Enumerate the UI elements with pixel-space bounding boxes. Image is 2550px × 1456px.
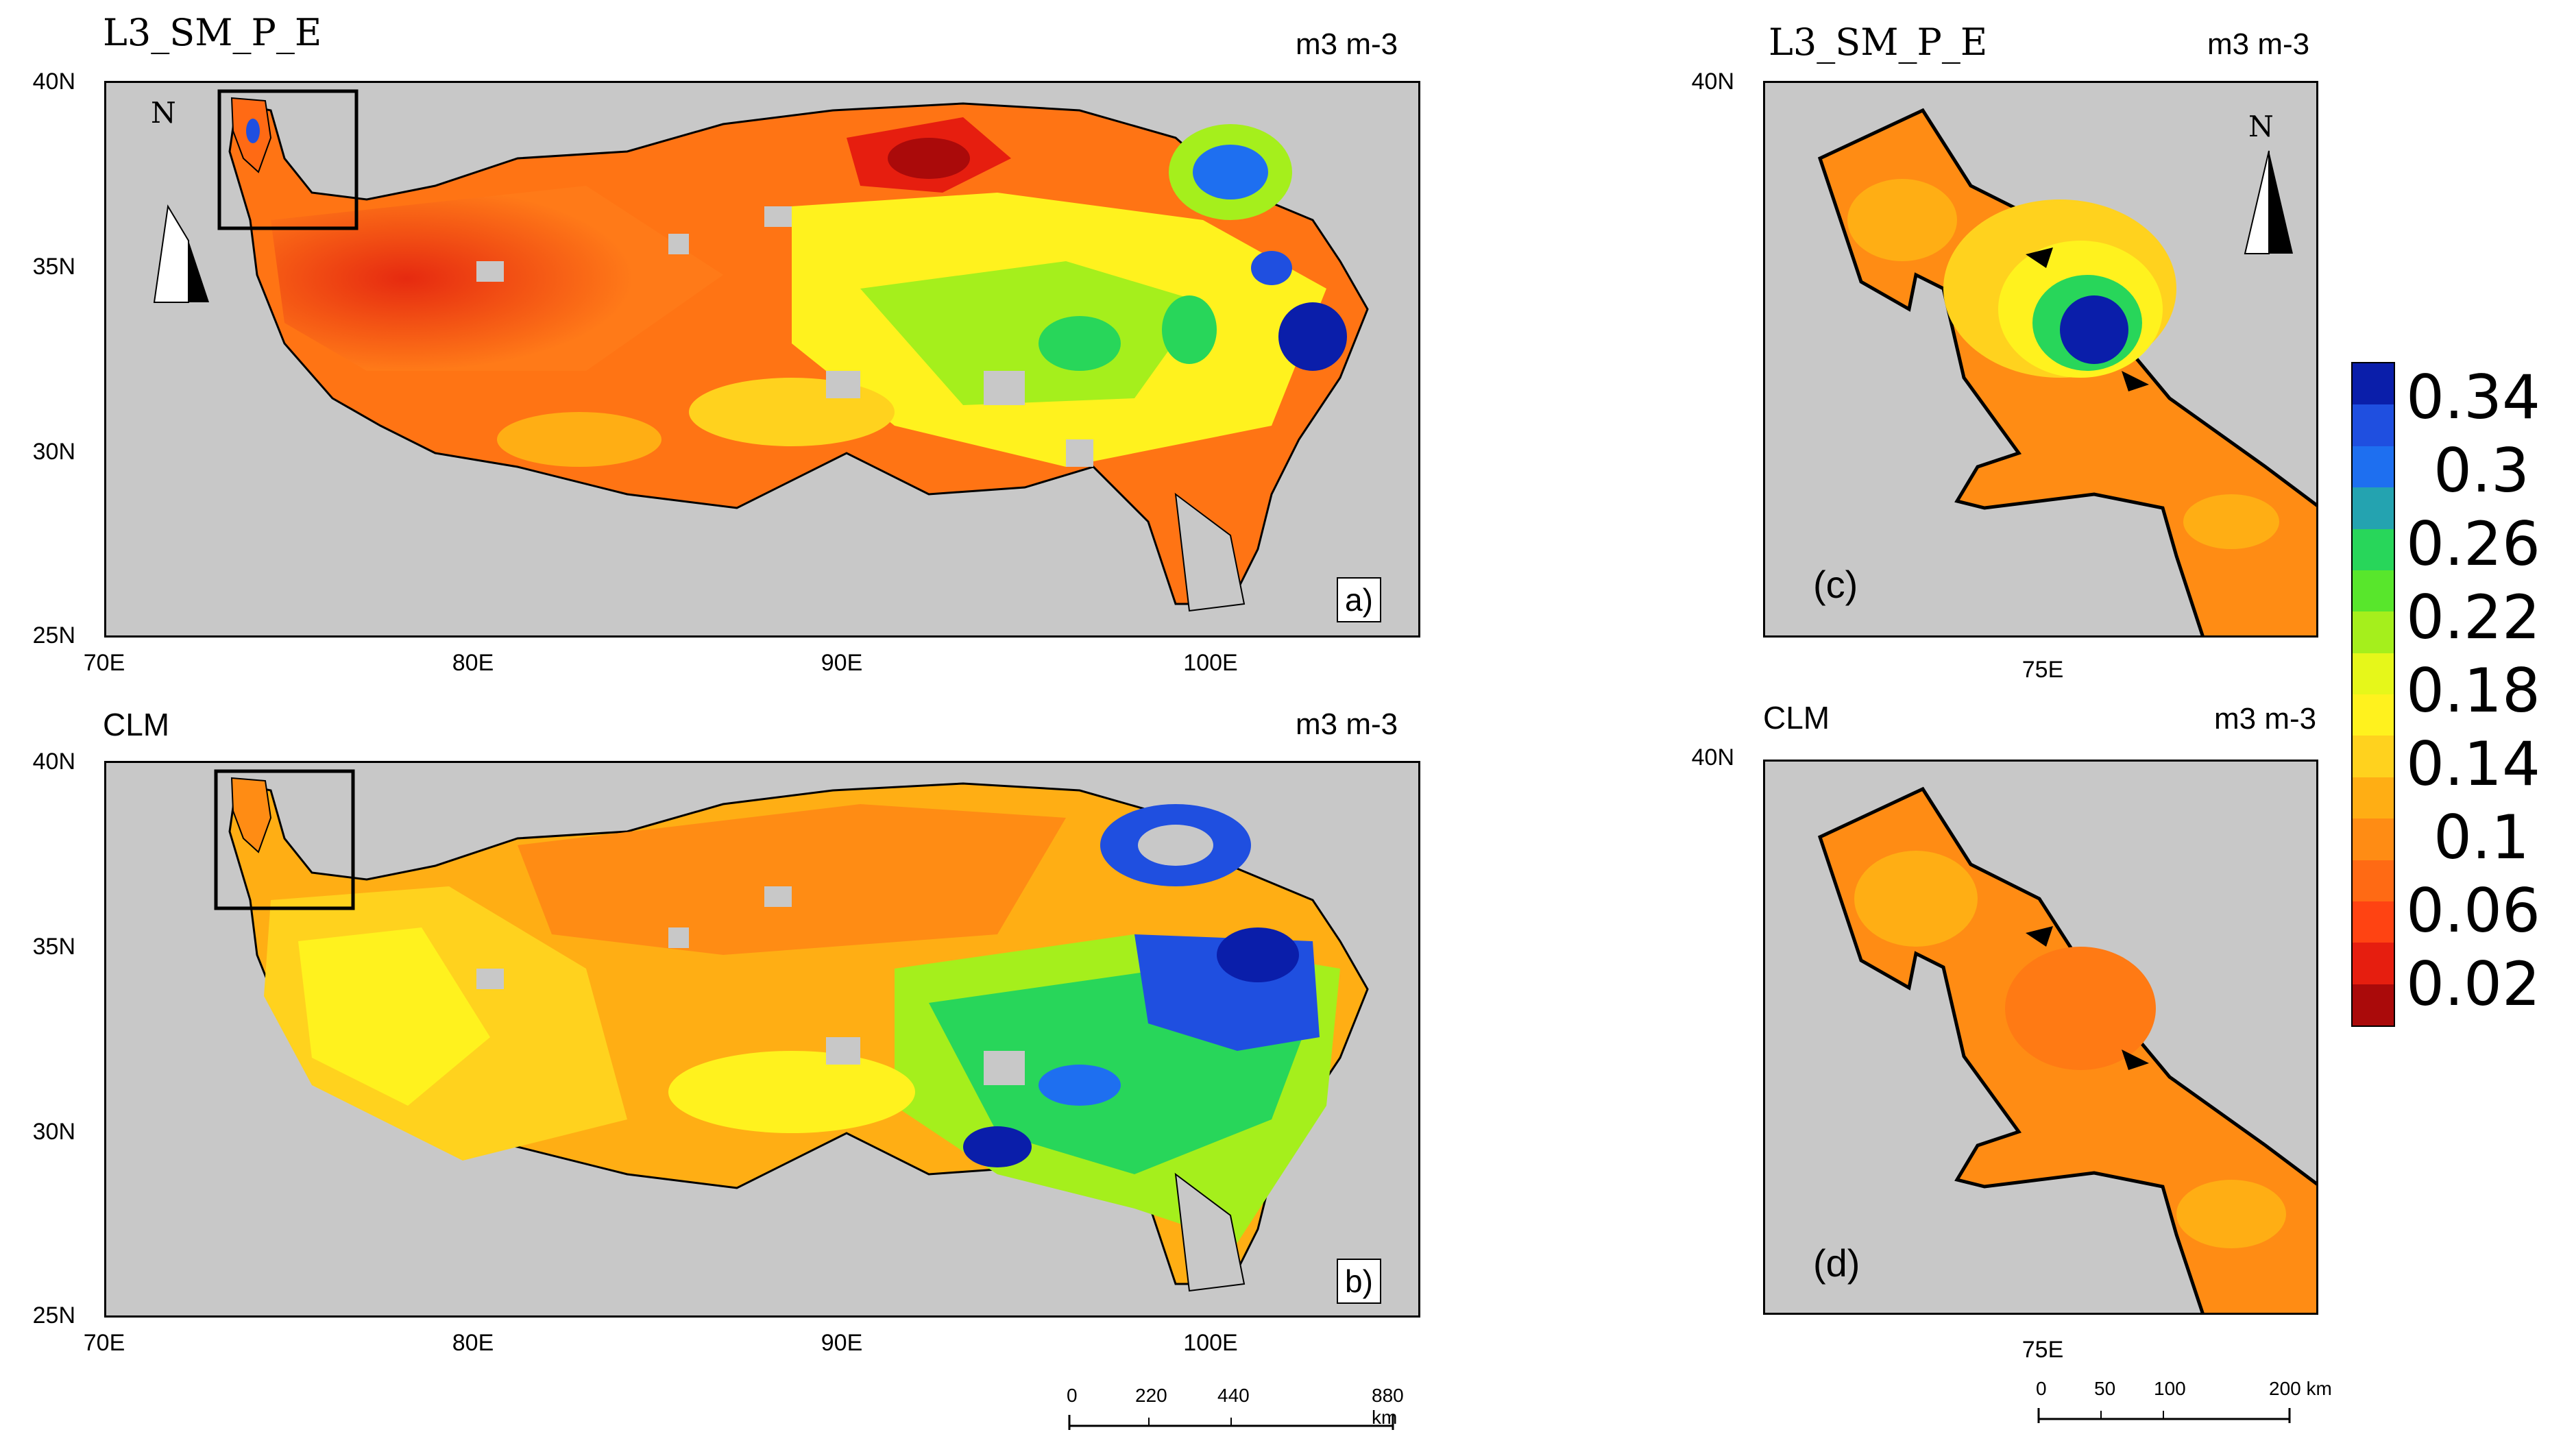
colorbar-swatch [2353, 901, 2394, 943]
colorbar-swatch [2353, 777, 2394, 819]
panel-c-zoom-region [1817, 108, 2316, 635]
main-scale-0: 0 [1067, 1385, 1078, 1406]
cb-label-0.1: 0.1 [2433, 802, 2529, 873]
panel-c-north-arrow [2242, 144, 2296, 260]
zoom-scalebar: 0 50 100 200 km [2036, 1378, 2338, 1433]
colorbar-swatch [2353, 736, 2394, 777]
panel-d-map [1763, 760, 2318, 1315]
colorbar-swatch [2353, 487, 2394, 529]
cb-label-0.02: 0.02 [2406, 949, 2540, 1019]
panel-c-lon: 75E [2021, 657, 2064, 683]
panel-d-lat: 40N [1691, 744, 1734, 771]
panel-c-label: (c) [1813, 563, 1858, 606]
colorbar-swatch [2353, 984, 2394, 1026]
panel-b-lon-100e: 100E [1183, 1330, 1238, 1356]
panel-d-lon: 75E [2021, 1337, 2064, 1363]
panel-a-lon-90e: 90E [821, 650, 863, 676]
panel-b-lon-90e: 90E [821, 1330, 863, 1356]
panel-b-title: CLM [103, 707, 170, 742]
panel-b-lon-80e: 80E [452, 1330, 494, 1356]
panel-c-map [1763, 81, 2318, 638]
colorbar-labels: 0.34 0.3 0.26 0.22 0.18 0.14 0.1 0.06 0.… [2406, 362, 2543, 1027]
panel-c-north-label: N [2248, 110, 2274, 143]
panel-a-title: L3_SM_P_E [103, 11, 322, 54]
zoom-scale-50: 50 [2094, 1378, 2116, 1399]
colorbar-swatch [2353, 860, 2394, 901]
main-scalebar: 0 220 440 880 km [1067, 1385, 1404, 1440]
panel-a-north-label: N [151, 96, 176, 130]
panel-c-unit: m3 m-3 [2207, 27, 2310, 61]
panel-b-lat-40n: 40N [32, 749, 75, 775]
panel-c-title: L3_SM_P_E [1769, 21, 1988, 64]
main-scale-880: 880 km [1372, 1385, 1404, 1428]
panel-a-map [104, 81, 1420, 638]
panel-d-zoom-region [1817, 786, 2316, 1313]
zoom-scale-100: 100 [2154, 1378, 2186, 1399]
cb-label-0.22: 0.22 [2406, 582, 2540, 653]
cb-label-0.18: 0.18 [2406, 655, 2540, 726]
panel-a-label: a) [1337, 577, 1381, 622]
panel-a-inset-box [217, 89, 359, 230]
panel-a-lat-35n: 35N [32, 254, 75, 280]
panel-a-lon-100e: 100E [1183, 650, 1238, 676]
panel-a-plateau [153, 89, 1369, 612]
panel-b-label: b) [1337, 1259, 1381, 1304]
panel-b-lat-35n: 35N [32, 934, 75, 960]
panel-b-lon-70e: 70E [83, 1330, 125, 1356]
panel-b-lat-25n: 25N [32, 1302, 75, 1328]
zoom-scale-0: 0 [2036, 1378, 2047, 1399]
colorbar-swatch [2353, 653, 2394, 694]
cb-label-0.06: 0.06 [2406, 875, 2540, 946]
panel-a-lon-80e: 80E [452, 650, 494, 676]
colorbar-swatch [2353, 363, 2394, 405]
colorbar-swatch [2353, 570, 2394, 612]
colorbar-swatch [2353, 694, 2394, 736]
panel-b-inset-box [214, 769, 355, 910]
cb-label-0.14: 0.14 [2406, 729, 2540, 799]
cb-label-0.3: 0.3 [2433, 435, 2529, 506]
panel-a-unit: m3 m-3 [1296, 27, 1398, 61]
panel-b-map [104, 761, 1420, 1318]
panel-c-lat: 40N [1691, 69, 1734, 95]
panel-b-unit: m3 m-3 [1296, 707, 1398, 741]
colorbar [2351, 362, 2395, 1027]
zoom-scale-200: 200 km [2269, 1378, 2332, 1399]
colorbar-swatch [2353, 404, 2394, 446]
panel-a-lon-70e: 70E [83, 650, 125, 676]
cb-label-0.26: 0.26 [2406, 509, 2540, 579]
panel-d-label: (d) [1813, 1241, 1860, 1285]
colorbar-swatch [2353, 446, 2394, 488]
colorbar-swatch [2353, 611, 2394, 653]
panel-a-lat-40n: 40N [32, 69, 75, 95]
panel-d-unit: m3 m-3 [2214, 702, 2317, 736]
main-scale-220: 220 [1135, 1385, 1167, 1406]
panel-a-lat-25n: 25N [32, 622, 75, 648]
panel-b-plateau [214, 769, 1369, 1292]
cb-label-0.34: 0.34 [2406, 362, 2540, 433]
panel-b-lat-30n: 30N [32, 1119, 75, 1145]
panel-a-lat-30n: 30N [32, 439, 75, 465]
panel-d-title: CLM [1763, 700, 1830, 736]
colorbar-swatch [2353, 818, 2394, 860]
colorbar-swatch [2353, 943, 2394, 984]
colorbar-swatch [2353, 529, 2394, 570]
main-scale-440: 440 [1217, 1385, 1250, 1406]
